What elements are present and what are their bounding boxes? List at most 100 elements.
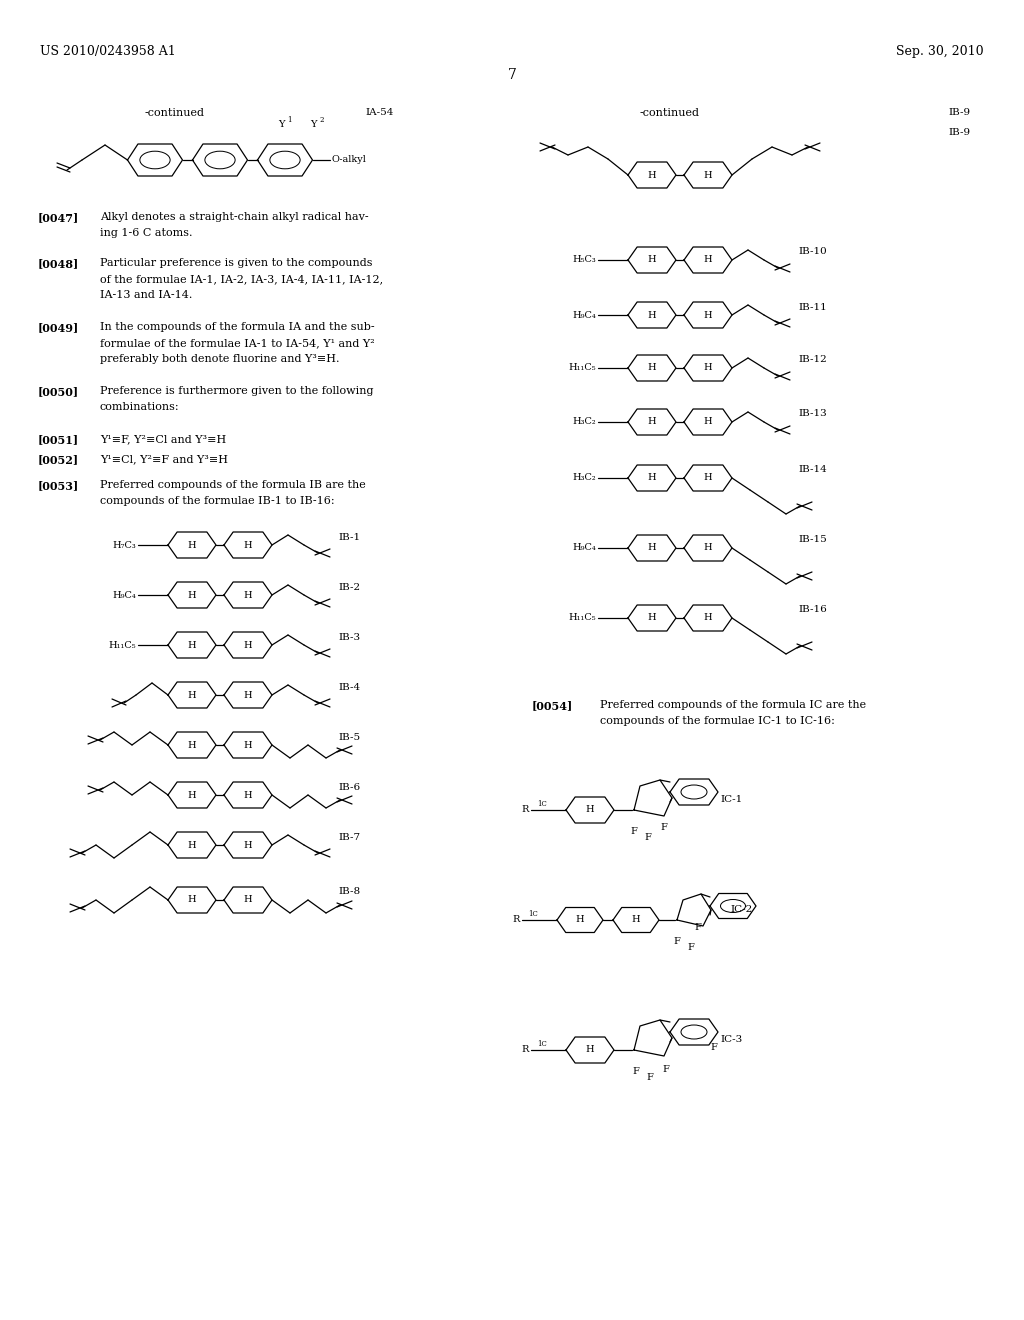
Text: H: H <box>244 540 252 549</box>
Text: IB-11: IB-11 <box>798 302 826 312</box>
Text: 1C: 1C <box>537 1040 547 1048</box>
Text: F: F <box>660 824 668 833</box>
Text: H: H <box>244 791 252 800</box>
Text: H: H <box>703 417 713 426</box>
Text: H: H <box>648 614 656 623</box>
Text: US 2010/0243958 A1: US 2010/0243958 A1 <box>40 45 176 58</box>
Text: H₇C₃: H₇C₃ <box>113 540 136 549</box>
Text: [0053]: [0053] <box>38 480 79 491</box>
Text: Sep. 30, 2010: Sep. 30, 2010 <box>896 45 984 58</box>
Text: H: H <box>244 590 252 599</box>
Text: IB-6: IB-6 <box>338 783 360 792</box>
Text: H: H <box>187 640 197 649</box>
Text: H: H <box>703 310 713 319</box>
Text: compounds of the formulae IC-1 to IC-16:: compounds of the formulae IC-1 to IC-16: <box>600 715 835 726</box>
Text: IB-10: IB-10 <box>798 248 826 256</box>
Text: H₁₁C₅: H₁₁C₅ <box>568 614 596 623</box>
Text: [0048]: [0048] <box>38 257 79 269</box>
Text: F: F <box>644 833 651 842</box>
Text: R: R <box>513 916 520 924</box>
Text: H: H <box>648 474 656 483</box>
Text: F: F <box>694 924 701 932</box>
Text: [0050]: [0050] <box>38 385 79 397</box>
Text: H: H <box>244 741 252 750</box>
Text: Y¹≡F, Y²≡Cl and Y³≡H: Y¹≡F, Y²≡Cl and Y³≡H <box>100 434 226 444</box>
Text: IB-9: IB-9 <box>948 108 970 117</box>
Text: Y¹≡Cl, Y²≡F and Y³≡H: Y¹≡Cl, Y²≡F and Y³≡H <box>100 454 228 465</box>
Text: IB-16: IB-16 <box>798 606 826 615</box>
Text: H: H <box>703 614 713 623</box>
Text: O-alkyl: O-alkyl <box>331 156 366 165</box>
Text: H: H <box>703 474 713 483</box>
Text: -continued: -continued <box>640 108 700 117</box>
Text: IC-1: IC-1 <box>720 796 742 804</box>
Text: IB-9: IB-9 <box>948 128 970 137</box>
Text: H: H <box>244 841 252 850</box>
Text: R: R <box>521 1045 529 1055</box>
Text: H: H <box>586 805 594 814</box>
Text: F: F <box>674 937 680 946</box>
Text: H₁₁C₅: H₁₁C₅ <box>109 640 136 649</box>
Text: IB-12: IB-12 <box>798 355 826 364</box>
Text: H: H <box>632 916 640 924</box>
Text: H: H <box>648 310 656 319</box>
Text: H: H <box>703 170 713 180</box>
Text: F: F <box>646 1073 653 1082</box>
Text: formulae of the formulae IA-1 to IA-54, Y¹ and Y²: formulae of the formulae IA-1 to IA-54, … <box>100 338 375 348</box>
Text: combinations:: combinations: <box>100 403 179 412</box>
Text: IB-4: IB-4 <box>338 682 360 692</box>
Text: 7: 7 <box>508 69 516 82</box>
Text: H: H <box>648 256 656 264</box>
Text: IB-14: IB-14 <box>798 466 826 474</box>
Text: H₅C₃: H₅C₃ <box>572 256 596 264</box>
Text: Alkyl denotes a straight-chain alkyl radical hav-: Alkyl denotes a straight-chain alkyl rad… <box>100 213 369 222</box>
Text: IB-2: IB-2 <box>338 582 360 591</box>
Text: H: H <box>187 741 197 750</box>
Text: IB-3: IB-3 <box>338 632 360 642</box>
Text: H: H <box>648 170 656 180</box>
Text: -continued: -continued <box>145 108 205 117</box>
Text: [0054]: [0054] <box>532 700 573 711</box>
Text: preferably both denote fluorine and Y³≡H.: preferably both denote fluorine and Y³≡H… <box>100 354 340 364</box>
Text: H₉C₄: H₉C₄ <box>572 544 596 553</box>
Text: F: F <box>711 1044 718 1052</box>
Text: Preferred compounds of the formula IC are the: Preferred compounds of the formula IC ar… <box>600 700 866 710</box>
Text: F: F <box>633 1068 639 1077</box>
Text: H: H <box>648 363 656 372</box>
Text: F: F <box>687 944 694 953</box>
Text: IB-7: IB-7 <box>338 833 360 842</box>
Text: 2: 2 <box>319 116 324 124</box>
Text: 1C: 1C <box>537 800 547 808</box>
Text: H: H <box>575 916 585 924</box>
Text: IB-1: IB-1 <box>338 532 360 541</box>
Text: IB-5: IB-5 <box>338 733 360 742</box>
Text: In the compounds of the formula IA and the sub-: In the compounds of the formula IA and t… <box>100 322 375 333</box>
Text: H₉C₄: H₉C₄ <box>572 310 596 319</box>
Text: Particular preference is given to the compounds: Particular preference is given to the co… <box>100 257 373 268</box>
Text: ing 1-6 C atoms.: ing 1-6 C atoms. <box>100 228 193 238</box>
Text: H: H <box>244 895 252 904</box>
Text: H: H <box>703 544 713 553</box>
Text: H: H <box>703 363 713 372</box>
Text: IA-54: IA-54 <box>365 108 393 117</box>
Text: F: F <box>631 828 637 837</box>
Text: [0051]: [0051] <box>38 434 79 445</box>
Text: IC-3: IC-3 <box>720 1035 742 1044</box>
Text: [0049]: [0049] <box>38 322 79 333</box>
Text: H: H <box>187 540 197 549</box>
Text: H: H <box>187 590 197 599</box>
Text: H: H <box>648 544 656 553</box>
Text: IA-13 and IA-14.: IA-13 and IA-14. <box>100 290 193 300</box>
Text: R: R <box>521 805 529 814</box>
Text: H: H <box>187 791 197 800</box>
Text: IC-2: IC-2 <box>730 906 753 915</box>
Text: IB-13: IB-13 <box>798 409 826 418</box>
Text: [0052]: [0052] <box>38 454 79 465</box>
Text: Preference is furthermore given to the following: Preference is furthermore given to the f… <box>100 385 374 396</box>
Text: H: H <box>648 417 656 426</box>
Text: H: H <box>187 690 197 700</box>
Text: H: H <box>703 256 713 264</box>
Text: [0047]: [0047] <box>38 213 79 223</box>
Text: H: H <box>586 1045 594 1055</box>
Text: 1C: 1C <box>528 909 538 917</box>
